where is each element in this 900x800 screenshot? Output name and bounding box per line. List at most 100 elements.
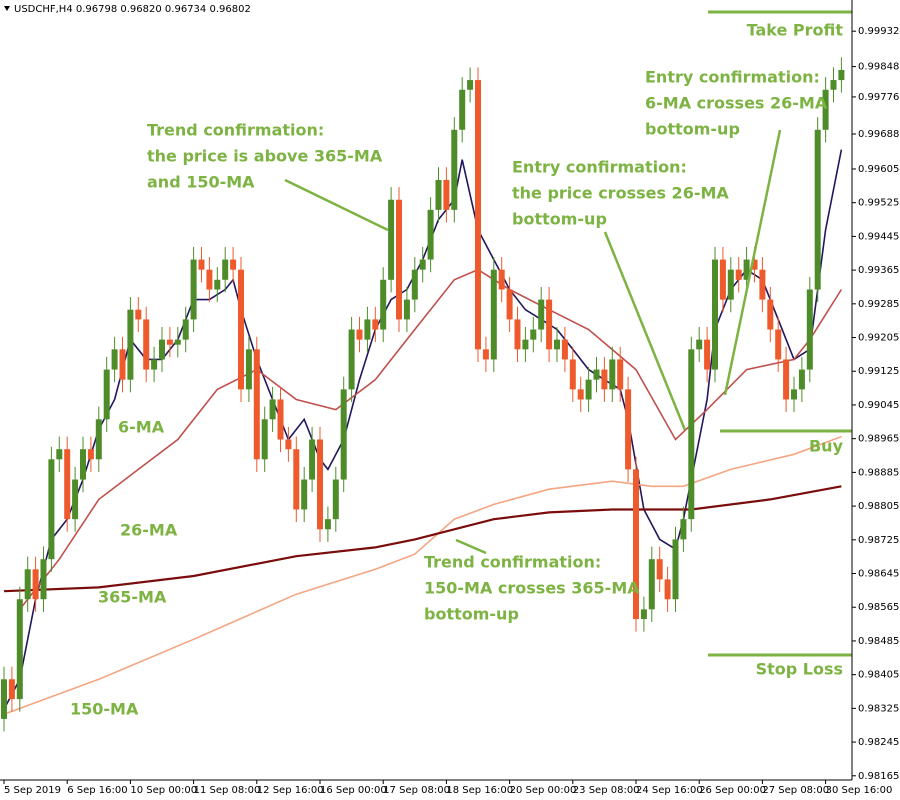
pointer-line xyxy=(455,538,487,555)
ma-label: 26-MA xyxy=(120,521,178,540)
candle-body xyxy=(838,69,845,81)
candle-body xyxy=(80,449,86,480)
candle-body xyxy=(159,339,165,360)
candle-body xyxy=(411,269,418,300)
candle-body xyxy=(174,339,181,345)
y-tick-label: 0.98805 xyxy=(858,501,899,512)
candle-body xyxy=(238,269,244,390)
candle-body xyxy=(143,319,150,370)
candle-body xyxy=(806,289,813,370)
candle-body xyxy=(24,569,31,600)
candle-body xyxy=(261,419,268,460)
candle-body xyxy=(245,349,252,390)
y-tick-label: 0.99776 xyxy=(858,92,899,103)
candle-body xyxy=(214,279,221,290)
candle-body xyxy=(664,579,671,600)
candle-body xyxy=(554,339,560,350)
candles xyxy=(1,57,845,732)
y-tick-label: 0.98165 xyxy=(858,771,899,782)
pointer-line xyxy=(284,178,389,232)
candle-body xyxy=(759,269,766,300)
annotation-text: Entry confirmation: xyxy=(512,158,687,177)
candle-body xyxy=(269,399,276,420)
candle-body xyxy=(317,439,323,530)
candle-body xyxy=(822,89,829,130)
candle-body xyxy=(640,609,647,620)
candle-body xyxy=(514,319,521,350)
candle-body xyxy=(783,359,790,400)
candle-body xyxy=(775,329,782,360)
candle-body xyxy=(506,289,513,320)
candle-body xyxy=(561,339,568,360)
x-tick-label: 23 Sep 08:00 xyxy=(573,785,640,796)
candle-body xyxy=(490,269,497,360)
y-tick-label: 0.99205 xyxy=(858,333,899,344)
candle-body xyxy=(380,279,387,330)
annotation-text: Entry confirmation: xyxy=(645,68,820,87)
pointer-line xyxy=(723,129,782,396)
level-label: Take Profit xyxy=(747,21,844,40)
candle-body xyxy=(672,539,679,600)
candle-body xyxy=(467,80,474,90)
candle-body xyxy=(751,259,758,270)
pointer-line xyxy=(603,231,687,431)
y-tick-label: 0.99525 xyxy=(858,198,899,209)
y-tick-label: 0.98245 xyxy=(858,737,899,748)
y-tick-label: 0.99045 xyxy=(858,400,899,411)
candle-body xyxy=(40,559,47,600)
candle-body xyxy=(601,369,608,390)
candle-body xyxy=(253,349,260,460)
candle-body xyxy=(633,469,639,620)
x-tick-label: 6 Sep 16:00 xyxy=(67,785,127,796)
level-label: Buy xyxy=(809,437,844,456)
header-arrow xyxy=(4,6,10,11)
candle-body xyxy=(712,259,718,370)
x-tick-label: 11 Sep 08:00 xyxy=(194,785,261,796)
candle-body xyxy=(475,80,481,350)
chart-title: USDCHF,H4 0.96798 0.96820 0.96734 0.9680… xyxy=(14,4,251,15)
y-tick-label: 0.98485 xyxy=(858,636,899,647)
candle-body xyxy=(443,179,450,210)
candle-body xyxy=(364,319,371,340)
candle-body xyxy=(293,449,300,510)
candle-body xyxy=(569,359,576,390)
candle-body xyxy=(625,389,632,470)
candle-body xyxy=(190,259,197,320)
candle-body xyxy=(735,269,742,280)
candle-body xyxy=(609,359,616,390)
candle-body xyxy=(403,299,410,320)
candle-body xyxy=(230,259,237,270)
ma-line xyxy=(19,268,843,610)
candle-body xyxy=(348,329,355,390)
ma-label: 365-MA xyxy=(98,588,167,607)
candle-body xyxy=(127,309,134,380)
candle-body xyxy=(56,449,63,460)
candle-body xyxy=(451,129,458,210)
candle-body xyxy=(656,559,663,580)
candle-body xyxy=(324,519,331,530)
candle-body xyxy=(206,269,213,290)
candle-body xyxy=(719,259,726,300)
y-tick-label: 0.99932 xyxy=(858,26,899,37)
annotation-text: and 150-MA xyxy=(147,173,255,192)
candle-body xyxy=(135,309,142,320)
candle-body xyxy=(727,269,734,300)
candle-body xyxy=(16,599,23,700)
candle-body xyxy=(198,259,205,270)
y-tick-label: 0.98565 xyxy=(858,602,899,613)
candle-body xyxy=(151,359,158,370)
candle-body xyxy=(119,349,126,380)
candle-body xyxy=(8,679,15,700)
x-tick-label: 12 Sep 16:00 xyxy=(257,785,324,796)
candle-body xyxy=(427,209,434,260)
candle-body xyxy=(64,449,71,520)
y-tick-label: 0.99365 xyxy=(858,265,899,276)
y-tick-label: 0.99848 xyxy=(858,62,899,73)
candle-body xyxy=(111,349,118,370)
candle-body xyxy=(482,349,489,360)
candle-body xyxy=(356,329,363,340)
annotation-text: 6-MA crosses 26-MA xyxy=(645,94,828,113)
